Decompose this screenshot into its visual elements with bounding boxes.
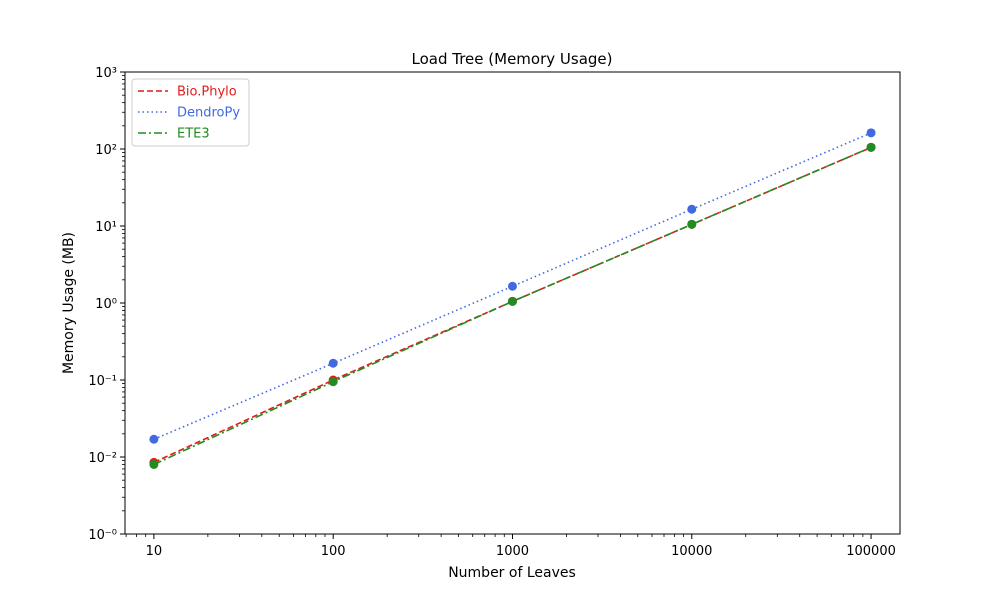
data-point-ete3	[866, 142, 876, 152]
data-point-dendropy	[507, 281, 517, 291]
y-tick-label: 10³	[95, 66, 117, 81]
data-point-dendropy	[687, 204, 697, 214]
x-axis-label: Number of Leaves	[448, 565, 576, 581]
legend: Bio.Phylo DendroPy ETE3	[131, 78, 250, 147]
series-line-ete3	[153, 146, 872, 466]
data-point-ete3	[507, 296, 517, 306]
y-tick-label: 10⁻⁰	[88, 528, 117, 543]
legend-label: ETE3	[177, 127, 210, 142]
y-tick-label: 10¹	[95, 220, 117, 235]
chart-title: Load Tree (Memory Usage)	[412, 50, 613, 68]
data-point-dendropy	[149, 434, 159, 444]
data-point-dendropy	[866, 128, 876, 138]
plot-area	[149, 128, 876, 469]
y-tick-label: 10⁻¹	[88, 374, 117, 389]
legend-box	[131, 78, 250, 147]
legend-label: Bio.Phylo	[177, 85, 237, 100]
x-tick-label: 1000	[496, 544, 529, 559]
y-tick-label: 10²	[95, 143, 117, 158]
data-point-ete3	[687, 219, 697, 229]
y-axis-ticks: 10⁻⁰ 10⁻² 10⁻¹ 10⁰ 10¹ 10² 10³	[88, 66, 125, 543]
x-tick-label: 100	[321, 544, 346, 559]
x-tick-label: 10000	[671, 544, 712, 559]
y-tick-label: 10⁻²	[88, 451, 117, 466]
data-point-dendropy	[328, 358, 338, 368]
x-tick-label: 100000	[846, 544, 896, 559]
legend-label: DendroPy	[177, 106, 240, 121]
series-line-bio-phylo	[153, 146, 872, 464]
y-axis-label: Memory Usage (MB)	[61, 232, 77, 374]
data-point-ete3	[328, 377, 338, 387]
x-axis-ticks: 10 100 1000 10000 100000	[125, 534, 896, 559]
data-point-ete3	[149, 459, 159, 469]
y-tick-label: 10⁰	[95, 297, 117, 312]
x-tick-label: 10	[146, 544, 163, 559]
